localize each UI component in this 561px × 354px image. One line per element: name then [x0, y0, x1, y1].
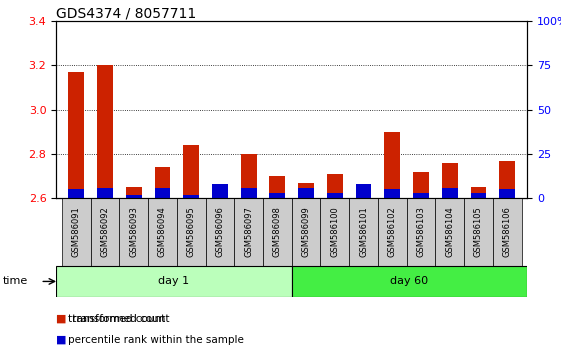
Text: GSM586095: GSM586095 — [187, 206, 196, 257]
Bar — [384, 132, 400, 198]
Bar — [471, 187, 486, 198]
Bar — [349, 198, 378, 266]
Bar — [212, 196, 228, 198]
Bar — [320, 198, 349, 266]
Bar — [97, 65, 113, 198]
Bar — [269, 193, 285, 198]
Bar — [407, 198, 435, 266]
Text: GSM586102: GSM586102 — [388, 206, 397, 257]
Text: GSM586104: GSM586104 — [445, 206, 454, 257]
Text: GSM586092: GSM586092 — [100, 206, 109, 257]
Bar — [183, 145, 199, 198]
Bar — [56, 266, 292, 297]
Bar — [356, 184, 371, 198]
Bar — [205, 198, 234, 266]
Bar — [154, 167, 171, 198]
Text: GSM586105: GSM586105 — [474, 206, 483, 257]
Text: ■  transformed count: ■ transformed count — [56, 314, 169, 324]
Text: GSM586106: GSM586106 — [503, 206, 512, 257]
Bar — [292, 198, 320, 266]
Bar — [234, 198, 263, 266]
Bar — [263, 198, 292, 266]
Bar — [413, 172, 429, 198]
Bar — [413, 193, 429, 198]
Bar — [148, 198, 177, 266]
Bar — [97, 188, 113, 198]
Bar — [119, 198, 148, 266]
Bar — [471, 193, 486, 198]
Text: GSM586099: GSM586099 — [302, 206, 311, 257]
Bar — [499, 161, 515, 198]
Bar — [241, 154, 256, 198]
Bar — [327, 193, 343, 198]
Text: GSM586101: GSM586101 — [359, 206, 368, 257]
Text: GSM586093: GSM586093 — [129, 206, 138, 257]
Bar — [356, 194, 371, 198]
Bar — [177, 198, 205, 266]
Bar — [499, 189, 515, 198]
Bar — [212, 184, 228, 198]
Bar — [442, 188, 458, 198]
Text: ■: ■ — [56, 314, 67, 324]
Bar — [493, 198, 522, 266]
Text: time: time — [3, 276, 28, 286]
Text: percentile rank within the sample: percentile rank within the sample — [68, 335, 245, 345]
Bar — [298, 188, 314, 198]
Bar — [68, 72, 84, 198]
Text: ■: ■ — [56, 335, 67, 345]
Bar — [62, 198, 90, 266]
Bar — [90, 198, 119, 266]
Bar — [183, 195, 199, 198]
Bar — [68, 189, 84, 198]
Text: GSM586098: GSM586098 — [273, 206, 282, 257]
Text: day 60: day 60 — [390, 276, 429, 286]
Bar — [154, 188, 171, 198]
Text: GSM586091: GSM586091 — [72, 206, 81, 257]
Bar — [464, 198, 493, 266]
Bar — [327, 174, 343, 198]
Text: GSM586096: GSM586096 — [215, 206, 224, 257]
Bar — [435, 198, 464, 266]
Bar — [378, 198, 407, 266]
Text: GSM586103: GSM586103 — [416, 206, 426, 257]
Text: day 1: day 1 — [158, 276, 190, 286]
Bar — [292, 266, 527, 297]
Bar — [269, 176, 285, 198]
Bar — [384, 189, 400, 198]
Bar — [126, 195, 141, 198]
Bar — [241, 188, 256, 198]
Text: GSM586094: GSM586094 — [158, 206, 167, 257]
Bar — [442, 163, 458, 198]
Text: transformed count: transformed count — [68, 314, 165, 324]
Text: GSM586100: GSM586100 — [330, 206, 339, 257]
Text: GSM586097: GSM586097 — [244, 206, 253, 257]
Text: GDS4374 / 8057711: GDS4374 / 8057711 — [56, 6, 196, 20]
Bar — [126, 187, 141, 198]
Bar — [298, 183, 314, 198]
